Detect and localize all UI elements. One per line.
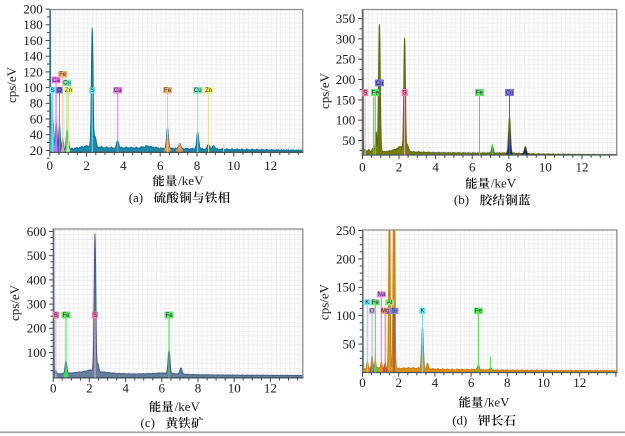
- svg-text:60: 60: [30, 111, 43, 126]
- svg-text:K: K: [420, 309, 424, 315]
- svg-text:200: 200: [23, 2, 43, 17]
- svg-text:S: S: [54, 313, 58, 319]
- svg-text:200: 200: [27, 321, 47, 336]
- svg-text:8: 8: [195, 380, 202, 395]
- svg-text:12: 12: [264, 380, 277, 395]
- svg-text:2: 2: [83, 158, 90, 173]
- svg-text:80: 80: [30, 96, 43, 111]
- svg-text:S: S: [93, 313, 97, 319]
- svg-text:4: 4: [120, 158, 127, 173]
- svg-text:160: 160: [23, 33, 43, 48]
- svg-text:6: 6: [159, 380, 166, 395]
- svg-text:350: 350: [336, 11, 356, 26]
- svg-text:300: 300: [27, 297, 47, 312]
- svg-text:Fe: Fe: [475, 309, 483, 315]
- svg-text:S: S: [363, 91, 367, 97]
- svg-text:(b): (b): [454, 192, 469, 207]
- svg-text:Cu: Cu: [376, 81, 384, 87]
- svg-text:S: S: [51, 88, 55, 94]
- svg-text:cps/eV: cps/eV: [4, 66, 19, 103]
- svg-text:Zn: Zn: [65, 88, 72, 94]
- svg-text:100: 100: [336, 308, 356, 323]
- svg-text:S: S: [90, 88, 94, 94]
- svg-text:140: 140: [23, 49, 43, 64]
- svg-text:2: 2: [395, 375, 402, 390]
- svg-text:8: 8: [194, 158, 201, 173]
- svg-text:10: 10: [228, 380, 241, 395]
- svg-text:Zn: Zn: [205, 88, 212, 94]
- svg-text:10: 10: [539, 160, 552, 175]
- svg-text:250: 250: [336, 52, 356, 67]
- svg-text:10: 10: [537, 375, 550, 390]
- svg-text:12: 12: [573, 375, 586, 390]
- svg-text:200: 200: [336, 72, 356, 87]
- svg-text:0: 0: [359, 375, 366, 390]
- svg-text:Fe: Fe: [59, 72, 67, 78]
- svg-text:S: S: [403, 91, 407, 97]
- svg-text:/keV: /keV: [178, 173, 204, 188]
- svg-text:250: 250: [336, 223, 356, 238]
- svg-text:20: 20: [30, 143, 43, 158]
- svg-text:Al: Al: [387, 300, 392, 306]
- svg-text:2: 2: [396, 160, 403, 175]
- svg-text:2: 2: [86, 380, 93, 395]
- svg-text:50: 50: [342, 133, 355, 148]
- svg-text:O: O: [370, 309, 375, 315]
- svg-text:Ca: Ca: [114, 88, 122, 94]
- svg-text:Fe: Fe: [476, 91, 484, 97]
- svg-text:8: 8: [506, 160, 513, 175]
- svg-text:Cu: Cu: [63, 81, 71, 87]
- svg-text:12: 12: [264, 158, 277, 173]
- svg-text:120: 120: [23, 64, 43, 79]
- svg-text:10: 10: [227, 158, 240, 173]
- svg-text:4: 4: [432, 160, 439, 175]
- svg-text:O: O: [57, 88, 62, 94]
- svg-text:40: 40: [30, 127, 43, 142]
- svg-text:0: 0: [47, 158, 54, 173]
- svg-text:150: 150: [336, 92, 356, 107]
- svg-text:cps/eV: cps/eV: [317, 72, 332, 109]
- svg-text:/keV: /keV: [484, 395, 510, 410]
- svg-text:100: 100: [336, 113, 356, 128]
- svg-text:K: K: [365, 300, 369, 306]
- svg-text:Fe: Fe: [164, 88, 172, 94]
- svg-text:Si: Si: [391, 309, 396, 315]
- svg-text:/keV: /keV: [175, 399, 201, 414]
- svg-text:8: 8: [504, 375, 511, 390]
- svg-text:180: 180: [23, 17, 43, 32]
- svg-text:300: 300: [336, 31, 356, 46]
- svg-text:Fe: Fe: [372, 300, 380, 306]
- svg-text:500: 500: [27, 248, 47, 263]
- svg-text:/keV: /keV: [491, 176, 517, 191]
- svg-text:50: 50: [343, 337, 356, 352]
- svg-text:600: 600: [27, 224, 47, 239]
- svg-text:150: 150: [336, 280, 356, 295]
- svg-text:Ca: Ca: [52, 78, 60, 84]
- svg-text:6: 6: [157, 158, 164, 173]
- svg-text:Fe: Fe: [372, 91, 380, 97]
- svg-text:4: 4: [122, 380, 129, 395]
- svg-text:12: 12: [576, 160, 589, 175]
- svg-text:(a): (a): [129, 190, 143, 205]
- svg-text:Cu: Cu: [506, 91, 514, 97]
- svg-text:cps/eV: cps/eV: [7, 284, 22, 321]
- svg-text:0: 0: [359, 160, 366, 175]
- svg-text:6: 6: [469, 160, 476, 175]
- svg-text:cps/eV: cps/eV: [316, 283, 331, 320]
- svg-text:0: 0: [50, 380, 57, 395]
- svg-text:Fe: Fe: [166, 313, 174, 319]
- svg-text:(d): (d): [452, 413, 467, 428]
- svg-text:Cu: Cu: [194, 88, 202, 94]
- svg-text:Mg: Mg: [381, 309, 389, 315]
- svg-text:100: 100: [23, 80, 43, 95]
- svg-text:400: 400: [27, 272, 47, 287]
- svg-text:(c): (c): [141, 415, 155, 430]
- svg-text:100: 100: [27, 345, 47, 360]
- svg-text:200: 200: [336, 251, 356, 266]
- svg-text:4: 4: [432, 375, 439, 390]
- svg-text:Na: Na: [378, 292, 386, 298]
- svg-text:6: 6: [468, 375, 475, 390]
- svg-text:Fe: Fe: [62, 313, 70, 319]
